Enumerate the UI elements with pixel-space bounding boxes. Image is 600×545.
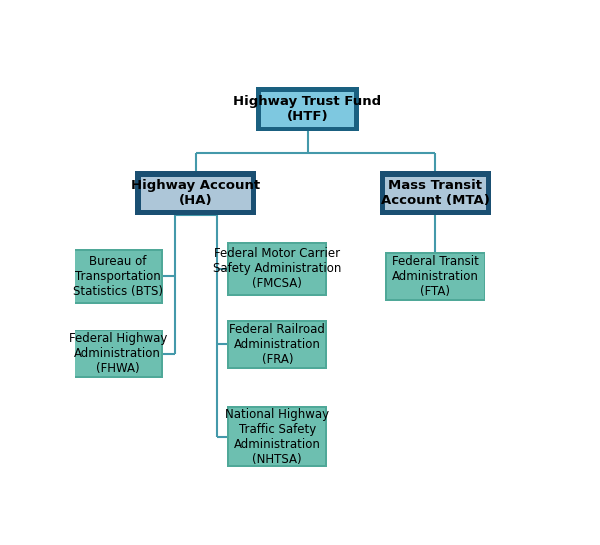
FancyBboxPatch shape: [256, 87, 359, 131]
Text: National Highway
Traffic Safety
Administration
(NHTSA): National Highway Traffic Safety Administ…: [225, 408, 329, 466]
Text: Bureau of
Transportation
Statistics (BTS): Bureau of Transportation Statistics (BTS…: [73, 255, 163, 298]
Text: Federal Motor Carrier
Safety Administration
(FMCSA): Federal Motor Carrier Safety Administrat…: [213, 247, 341, 290]
FancyBboxPatch shape: [380, 171, 491, 215]
FancyBboxPatch shape: [141, 177, 251, 210]
Text: Mass Transit
Account (MTA): Mass Transit Account (MTA): [381, 179, 490, 208]
FancyBboxPatch shape: [227, 407, 327, 467]
FancyBboxPatch shape: [74, 251, 161, 302]
Text: Federal Highway
Administration
(FHWA): Federal Highway Administration (FHWA): [68, 332, 167, 375]
FancyBboxPatch shape: [227, 320, 327, 368]
FancyBboxPatch shape: [229, 322, 325, 367]
FancyBboxPatch shape: [385, 252, 485, 301]
FancyBboxPatch shape: [229, 408, 325, 465]
Text: Federal Railroad
Administration
(FRA): Federal Railroad Administration (FRA): [229, 323, 325, 366]
FancyBboxPatch shape: [387, 254, 484, 299]
FancyBboxPatch shape: [136, 171, 256, 215]
FancyBboxPatch shape: [74, 331, 161, 376]
FancyBboxPatch shape: [73, 249, 163, 304]
Text: Highway Trust Fund
(HTF): Highway Trust Fund (HTF): [233, 95, 382, 124]
Text: Highway Account
(HA): Highway Account (HA): [131, 179, 260, 208]
FancyBboxPatch shape: [385, 177, 485, 210]
FancyBboxPatch shape: [227, 241, 327, 296]
FancyBboxPatch shape: [229, 244, 325, 294]
FancyBboxPatch shape: [261, 92, 354, 127]
Text: Federal Transit
Administration
(FTA): Federal Transit Administration (FTA): [392, 255, 479, 298]
FancyBboxPatch shape: [73, 330, 163, 378]
